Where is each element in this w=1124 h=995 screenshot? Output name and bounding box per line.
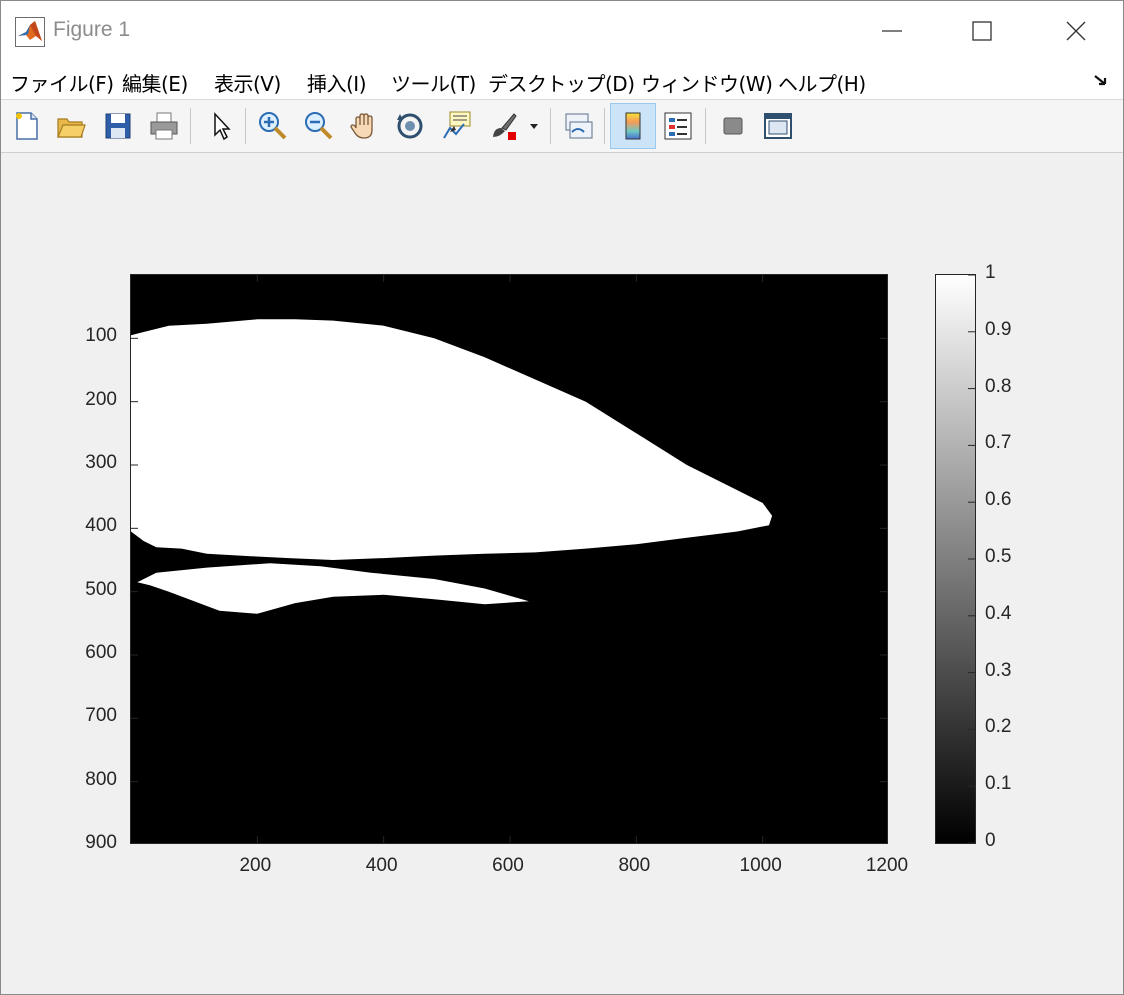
toolbar-separator [604,108,605,144]
close-icon [1066,21,1086,41]
colorbar-tick-label: 0.2 [985,716,1012,738]
data-cursor-button[interactable] [436,103,476,149]
zoom-out-button[interactable] [298,103,338,149]
brush-icon [493,113,517,140]
colorbar-tick-label: 0.4 [985,602,1012,624]
insert-legend-button[interactable] [658,103,698,149]
white-lower-band [137,563,529,614]
y-tick-label: 500 [85,578,117,600]
y-tick-label: 900 [85,832,117,853]
menu-file[interactable]: ファイル(F) [10,72,114,96]
x-tick-label: 400 [365,855,398,876]
close-button[interactable] [1031,1,1121,61]
save-icon [105,113,131,139]
data-cursor-icon [443,111,471,139]
colorbar-icon [625,112,641,140]
new-figure-button[interactable] [7,103,47,149]
colorbar-tick-label: 0.3 [985,659,1012,681]
menu-window[interactable]: ウィンドウ(W) [641,72,773,96]
y-tick-label: 300 [85,452,117,473]
insert-colorbar-button[interactable] [610,103,656,149]
colorbar-tick-label: 0.7 [985,432,1012,454]
figure-toolbar [1,100,1123,153]
white-region [131,319,773,560]
link-plot-button[interactable] [558,103,598,149]
y-tick-label: 700 [85,705,117,727]
menu-desktop[interactable]: デスクトップ(D) [488,72,635,96]
toolbar-separator [190,108,191,144]
toolbar-separator [705,108,706,144]
show-tools-icon [764,113,792,139]
save-figure-button[interactable] [98,103,138,149]
x-tick-label: 200 [239,855,272,876]
binary-image [131,275,887,843]
cursor-arrow-icon [214,112,231,141]
chevron-down-icon [530,124,538,129]
matlab-logo-icon [15,17,45,47]
colorbar-tick-label: 0.1 [985,773,1012,795]
y-tick-label: 600 [85,642,117,663]
colorbar-tick-label: 0.6 [985,489,1012,511]
minimize-button[interactable] [847,1,937,61]
minimize-icon [882,30,902,32]
toolbar-separator [245,108,246,144]
x-tick-label: 1200 [865,855,909,876]
maximize-icon [972,21,992,41]
window-title: Figure 1 [53,18,131,41]
open-file-button[interactable] [51,103,91,149]
colorbar-ticks-marks [968,275,975,843]
menu-help[interactable]: ヘルプ(H) [778,72,866,96]
dock-arrow-icon[interactable] [1091,71,1111,91]
hand-icon [350,113,373,139]
brush-button[interactable] [484,103,524,149]
maximize-button[interactable] [937,1,1027,61]
y-tick-label: 200 [85,388,117,410]
rotate-3d-button[interactable] [390,103,430,149]
hide-tools-icon [723,117,743,135]
title-bar[interactable]: Figure 1 [1,1,1123,61]
rotate-3d-icon [397,113,423,139]
pan-button[interactable] [344,103,384,149]
y-tick-label: 800 [85,768,117,790]
toolbar-separator [550,108,551,144]
image-axes[interactable] [130,274,888,844]
colorbar-tick-label: 0 [985,830,996,851]
hide-plot-tools-button[interactable] [713,103,753,149]
show-plot-tools-button[interactable] [758,103,798,149]
y-tick-label: 100 [85,325,117,347]
colorbar-tick-label: 0.5 [985,546,1012,567]
menu-bar: ファイル(F) 編集(E) 表示(V) 挿入(I) ツール(T) デスクトップ(… [1,61,1123,100]
zoom-in-icon [259,112,287,140]
link-plot-icon [565,113,593,139]
dark-hole [131,550,157,572]
print-figure-button[interactable] [144,103,184,149]
menu-insert[interactable]: 挿入(I) [307,72,367,96]
zoom-in-button[interactable] [252,103,292,149]
menu-view[interactable]: 表示(V) [214,72,281,96]
zoom-out-icon [305,112,333,140]
printer-icon [150,112,178,140]
brush-dropdown-button[interactable] [524,103,544,149]
colorbar[interactable] [935,274,976,844]
colorbar-tick-label: 1 [985,262,996,283]
x-tick-label: 600 [492,855,524,876]
new-file-icon [16,112,38,140]
menu-edit[interactable]: 編集(E) [122,72,188,96]
x-tick-label: 1000 [739,855,782,876]
colorbar-tick-label: 0.9 [985,318,1012,340]
folder-open-icon [57,118,86,138]
colorbar-tick-label: 0.8 [985,375,1012,397]
edit-plot-button[interactable] [200,103,240,149]
x-tick-label: 800 [618,855,651,876]
menu-tools[interactable]: ツール(T) [391,72,476,96]
y-tick-label: 400 [85,515,117,537]
legend-icon [664,112,692,140]
